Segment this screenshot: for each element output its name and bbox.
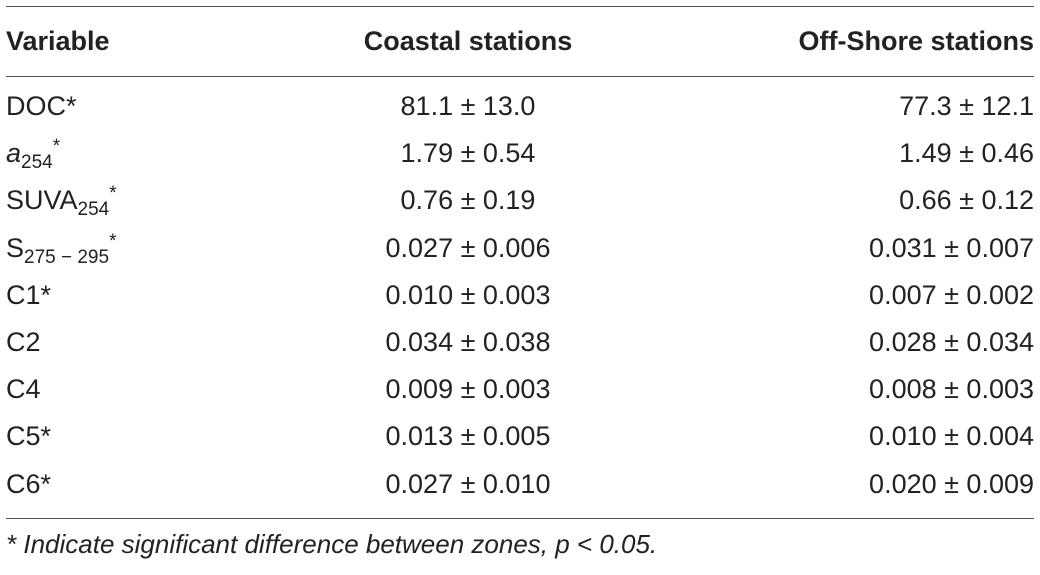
table-header-row: Variable Coastal stations Off-Shore stat…	[6, 7, 1034, 76]
variable-cell: C2	[6, 327, 276, 358]
coastal-value: 0.027 ± 0.006	[385, 232, 551, 263]
table-row: SUVA254* 0.76 ± 0.19 0.66 ± 0.12	[6, 177, 1034, 224]
variable-name: C2	[6, 327, 41, 358]
variable-name: C4	[6, 374, 41, 405]
coastal-value: 1.79 ± 0.54	[400, 138, 536, 169]
variable-name: S	[6, 232, 25, 263]
header-offshore-stations: Off-Shore stations	[798, 26, 1034, 56]
variable-subscript: 254	[21, 152, 53, 174]
variable-name: C6	[6, 468, 41, 499]
offshore-value: 0.020 ± 0.009	[869, 468, 1034, 499]
variable-cell: C5*	[6, 421, 276, 452]
variable-name: DOC	[6, 91, 66, 122]
coastal-value: 0.034 ± 0.038	[385, 327, 551, 358]
variable-subscript: 275 − 295	[24, 246, 110, 268]
offshore-value: 1.49 ± 0.46	[899, 138, 1034, 169]
table-row: C2 0.034 ± 0.038 0.028 ± 0.034	[6, 319, 1034, 366]
variable-cell: C1*	[6, 280, 276, 311]
significance-mark: *	[40, 421, 52, 452]
table-row: C6* 0.027 ± 0.010 0.020 ± 0.009	[6, 461, 1034, 508]
coastal-value: 0.76 ± 0.19	[400, 185, 536, 216]
variable-cell: C4	[6, 374, 276, 405]
variable-subscript: 254	[77, 199, 110, 221]
variable-name: SUVA	[6, 185, 78, 216]
variable-name: C5	[6, 421, 41, 452]
offshore-value: 0.028 ± 0.034	[869, 327, 1034, 358]
table-row: C4 0.009 ± 0.003 0.008 ± 0.003	[6, 366, 1034, 413]
variable-cell: SUVA254*	[6, 183, 276, 219]
significance-mark: *	[40, 279, 52, 310]
variable-cell: a254*	[6, 136, 276, 172]
variable-cell: DOC*	[6, 91, 276, 122]
significance-mark: *	[109, 230, 117, 252]
table-footnote: * Indicate significant difference betwee…	[6, 528, 658, 559]
table-row: C5* 0.013 ± 0.005 0.010 ± 0.004	[6, 413, 1034, 460]
table-row: S275 − 295* 0.027 ± 0.006 0.031 ± 0.007	[6, 225, 1034, 272]
offshore-value: 0.010 ± 0.004	[869, 421, 1034, 452]
table-row: a254* 1.79 ± 0.54 1.49 ± 0.46	[6, 130, 1034, 177]
header-coastal-stations: Coastal stations	[363, 26, 573, 56]
offshore-value: 0.008 ± 0.003	[869, 374, 1034, 405]
table-header-rule	[6, 76, 1034, 77]
table-row: DOC* 81.1 ± 13.0 77.3 ± 12.1	[6, 83, 1034, 130]
offshore-value: 0.031 ± 0.007	[869, 232, 1034, 263]
header-variable: Variable	[6, 26, 110, 56]
coastal-value: 0.009 ± 0.003	[385, 374, 551, 405]
data-table: Variable Coastal stations Off-Shore stat…	[6, 6, 1034, 560]
offshore-value: 77.3 ± 12.1	[899, 91, 1034, 122]
coastal-value: 0.027 ± 0.010	[385, 468, 551, 499]
table-bottom-rule	[6, 517, 1034, 519]
table-row: C1* 0.010 ± 0.003 0.007 ± 0.002	[6, 272, 1034, 319]
coastal-value: 0.010 ± 0.003	[385, 279, 551, 310]
significance-mark: *	[109, 183, 117, 205]
significance-mark: *	[52, 136, 61, 158]
significance-mark: *	[66, 91, 77, 122]
significance-mark: *	[40, 468, 52, 499]
coastal-value: 0.013 ± 0.005	[385, 421, 551, 452]
variable-name: C1	[6, 279, 41, 310]
offshore-value: 0.66 ± 0.12	[899, 185, 1034, 216]
table-top-rule	[6, 6, 1034, 7]
coastal-value: 81.1 ± 13.0	[400, 91, 536, 122]
table-body: DOC* 81.1 ± 13.0 77.3 ± 12.1 a254* 1.79 ± 0.…	[6, 83, 1034, 508]
offshore-value: 0.007 ± 0.002	[869, 279, 1034, 310]
variable-name: a	[6, 138, 22, 169]
variable-cell: C6*	[6, 469, 276, 500]
variable-cell: S275 − 295*	[6, 230, 276, 267]
